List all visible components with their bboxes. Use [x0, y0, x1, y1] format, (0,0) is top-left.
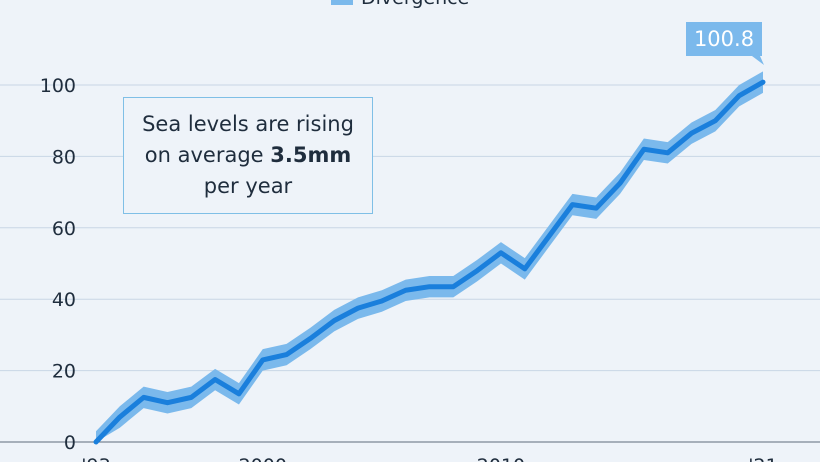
- legend-swatch: [331, 0, 353, 5]
- y-tick-label: 60: [52, 218, 76, 240]
- x-tick-label: '21: [748, 455, 777, 462]
- callout-label: 100.8: [694, 27, 754, 51]
- annotation-line-2: on average 3.5mm: [145, 140, 351, 171]
- x-tick-label: '93: [81, 455, 110, 462]
- y-tick-label: 20: [52, 361, 76, 383]
- y-tick-label: 80: [52, 146, 76, 168]
- legend: Divergence: [331, 0, 469, 9]
- x-tick-label: 2010: [477, 455, 525, 462]
- annotation-line-1: Sea levels are rising: [142, 112, 354, 136]
- annotation-rate: 3.5mm: [270, 143, 352, 167]
- end-value-callout: 100.8: [686, 22, 764, 65]
- y-tick-label: 100: [40, 75, 76, 97]
- y-axis-ticks: 0 20 40 60 80 100: [40, 75, 76, 454]
- callout-box: [686, 22, 764, 65]
- x-axis-ticks: '93 2000 2010 '21: [81, 455, 777, 462]
- series-layer: [93, 71, 766, 445]
- annotation-line-3: per year: [203, 174, 293, 198]
- legend-label-divergence: Divergence: [361, 0, 469, 9]
- divergence-band: [96, 71, 763, 443]
- x-tick-label: 2000: [239, 455, 287, 462]
- annotation-line-2-prefix: on average: [144, 143, 271, 167]
- y-tick-label: 0: [64, 432, 76, 454]
- annotation-box: Sea levels are rising on average 3.5mm p…: [123, 97, 373, 214]
- y-tick-label: 40: [52, 289, 76, 311]
